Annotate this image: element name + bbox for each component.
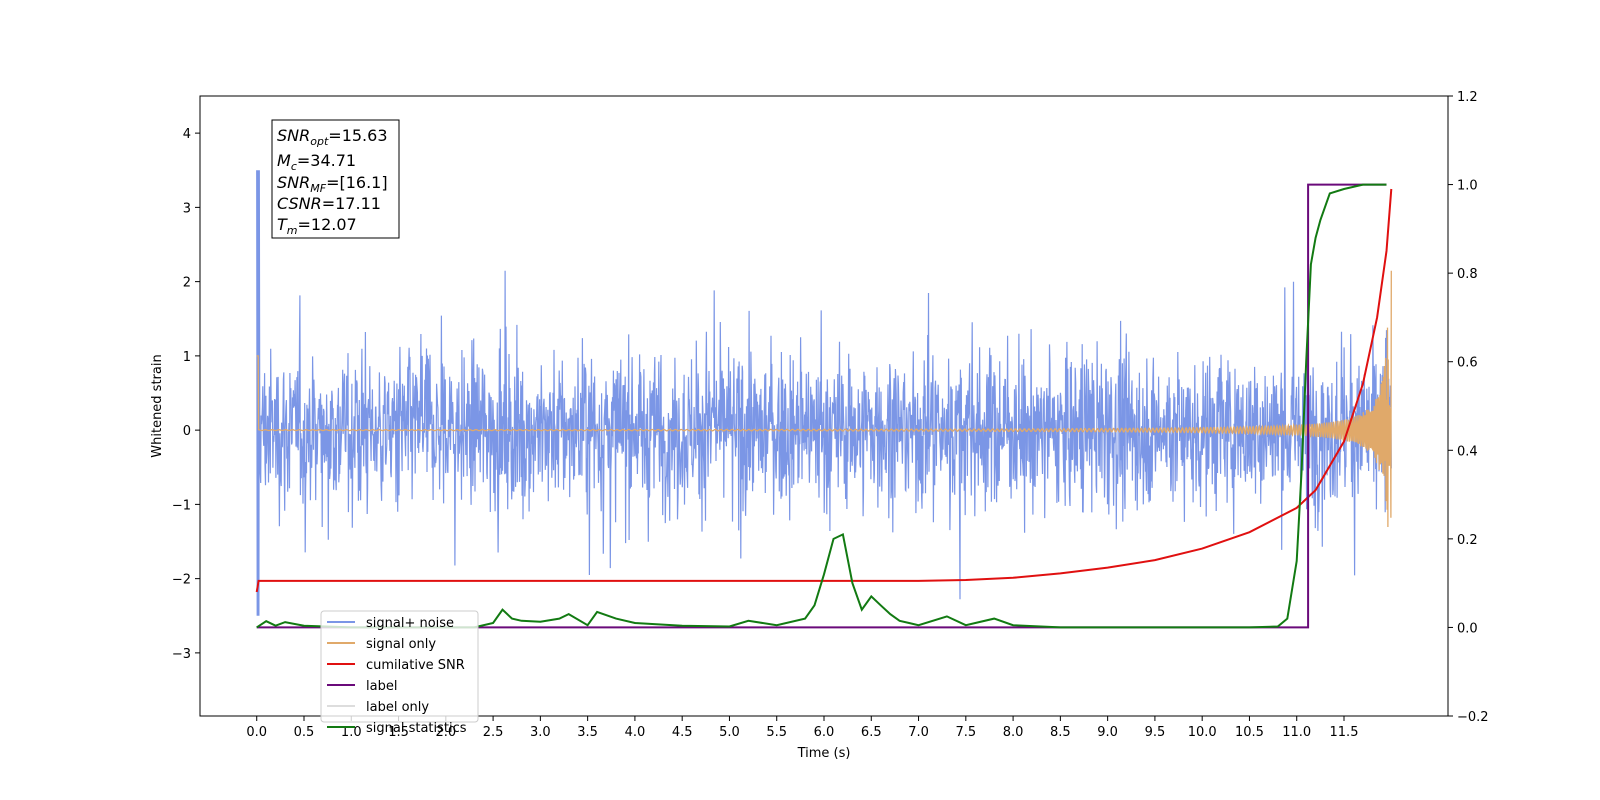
legend-frame [320, 610, 479, 723]
legend-label: label [366, 679, 397, 694]
info-line-snr-opt: SNRopt=15.63 [277, 126, 388, 148]
series-line-label [256, 183, 1387, 629]
series-line-signal-statistics [256, 183, 1387, 629]
legend-label: signal+ noise [366, 616, 454, 631]
x-tick-label: 6.5 [861, 725, 882, 740]
x-tick-label: 5.5 [766, 725, 787, 740]
y-right-tick-label: 0.6 [1457, 356, 1478, 371]
info-box: SNRopt=15.63 Mc=34.71 SNRMF=[16.1] CSNR=… [271, 119, 400, 239]
y-right-tick-label: 0.2 [1457, 533, 1478, 548]
series-line-cumilative-SNR [255, 188, 1393, 593]
y-axis-label: Whitened strain [150, 354, 165, 457]
x-tick-label: 11.5 [1330, 725, 1359, 740]
y-right-tick-label: 0.8 [1457, 267, 1478, 282]
y-right-tick-label: 0.4 [1457, 444, 1478, 459]
x-tick-label: 0.0 [246, 725, 267, 740]
x-tick-label: 3.5 [577, 725, 598, 740]
y-right-tick-label: −0.2 [1457, 710, 1489, 725]
info-line-csnr: CSNR=17.11 [277, 194, 381, 213]
x-tick-label: 4.0 [625, 725, 646, 740]
y-left-tick-label: 1 [183, 350, 191, 365]
info-line-tm: Tm=12.07 [277, 215, 357, 237]
x-tick-label: 2.0 [435, 725, 456, 740]
x-tick-label: 11.0 [1282, 725, 1311, 740]
legend-label: signal statistics [366, 721, 467, 736]
y-left-tick-label: −3 [172, 647, 191, 662]
legend-label: signal only [366, 637, 436, 652]
y-right-tick-label: 1.0 [1457, 179, 1478, 194]
info-box-frame [271, 119, 400, 239]
legend-label: label only [366, 700, 429, 715]
y-left-tick-label: 0 [183, 424, 191, 439]
info-line-mc: Mc=34.71 [277, 151, 356, 173]
series-layer [255, 170, 1393, 629]
x-tick-label: 2.5 [483, 725, 504, 740]
x-tick-label: 3.0 [530, 725, 551, 740]
x-tick-label: 8.5 [1050, 725, 1071, 740]
x-tick-label: 9.5 [1145, 725, 1166, 740]
x-tick-label: 7.0 [908, 725, 929, 740]
x-tick-label: 8.0 [1003, 725, 1024, 740]
x-axis-label: Time (s) [797, 746, 851, 761]
y-right-tick-label: 1.2 [1457, 90, 1478, 105]
y-left-tick-label: −1 [172, 498, 191, 513]
x-tick-label: 9.0 [1097, 725, 1118, 740]
x-tick-label: 10.5 [1235, 725, 1264, 740]
x-axis: 0.0 0.5 1.0 1.5 2.0 2.5 3.0 3.5 4.0 4.5 5.0 5.5 6.0 6… [246, 716, 1358, 740]
x-tick-label: 1.0 [341, 725, 362, 740]
x-tick-label: 5.0 [719, 725, 740, 740]
x-tick-label: 1.5 [388, 725, 409, 740]
y-axis-left: 4 3 2 1 0 −1 −2 −3 [172, 127, 200, 662]
y-right-tick-label: 0.0 [1457, 621, 1478, 636]
legend-label: cumilative SNR [366, 658, 465, 673]
x-tick-label: 10.0 [1188, 725, 1217, 740]
x-tick-label: 4.5 [672, 725, 693, 740]
y-left-tick-label: −2 [172, 573, 191, 588]
legend: signal+ noise signal only cumilative SNR la… [320, 610, 479, 736]
x-tick-label: 7.5 [955, 725, 976, 740]
series-line-signal-only [256, 270, 1392, 528]
series-line-signal-noise [256, 170, 1392, 616]
y-left-tick-label: 4 [183, 127, 191, 142]
y-axis-right: 1.2 1.0 0.8 0.6 0.4 0.2 0.0 −0.2 [1448, 90, 1489, 725]
y-left-tick-label: 2 [183, 276, 191, 291]
info-line-snr-mf: SNRMF=[16.1] [277, 173, 388, 195]
y-left-tick-label: 3 [183, 201, 191, 216]
x-tick-label: 0.5 [294, 725, 315, 740]
x-tick-label: 6.0 [814, 725, 835, 740]
